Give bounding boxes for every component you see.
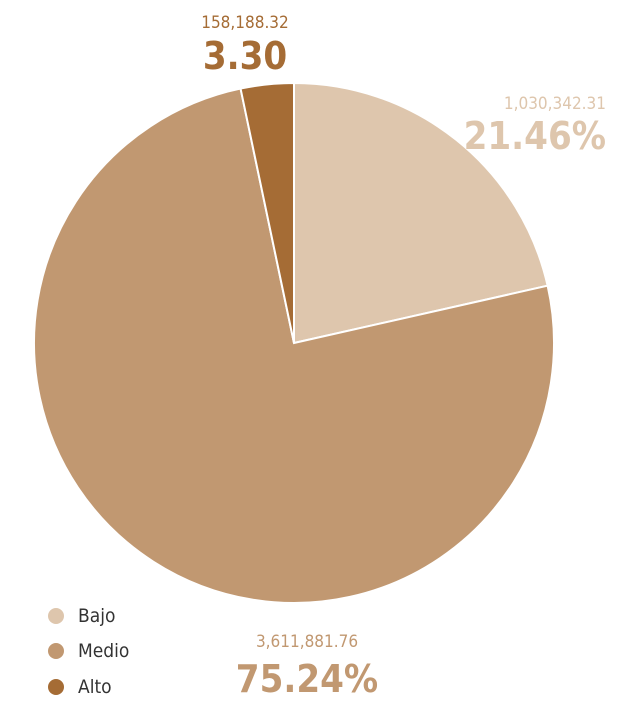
pie-slice-medio[interactable]: [33, 87, 555, 604]
percent-label-medio: 75.24%: [236, 657, 378, 697]
legend-label-alto: Alto: [78, 675, 112, 698]
legend-label-bajo: Bajo: [78, 604, 116, 627]
legend-label-medio: Medio: [78, 640, 130, 663]
pie-slice-alto[interactable]: [239, 81, 295, 344]
value-label-bajo: 1,030,342.31: [504, 94, 606, 114]
value-label-medio: 3,611,881.76: [256, 632, 358, 652]
value-label-alto: 158,188.32: [201, 13, 289, 33]
legend-item-medio[interactable]: Medio: [48, 634, 129, 670]
percent-label-alto: 3.30: [203, 34, 287, 78]
legend-item-bajo[interactable]: Bajo: [48, 598, 129, 634]
percent-label-bajo: 21.46%: [464, 114, 606, 158]
legend-item-alto[interactable]: Alto: [48, 669, 129, 705]
legend: Bajo Medio Alto: [48, 598, 129, 705]
legend-swatch-alto: [48, 678, 64, 695]
legend-swatch-medio: [48, 643, 64, 660]
pie-slice-bajo[interactable]: [293, 81, 549, 345]
legend-swatch-bajo: [48, 607, 64, 624]
